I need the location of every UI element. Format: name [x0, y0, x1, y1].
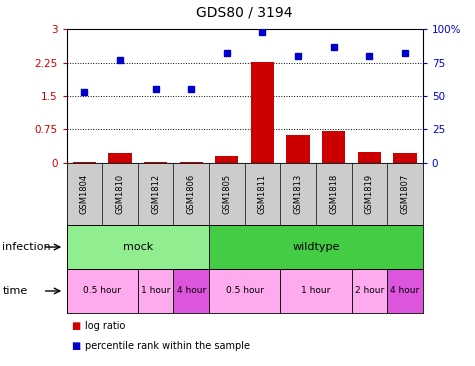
- Bar: [73, 161, 96, 163]
- Text: GSM1806: GSM1806: [187, 174, 196, 214]
- Text: GSM1811: GSM1811: [258, 174, 267, 214]
- Bar: [180, 161, 203, 163]
- Text: GSM1819: GSM1819: [365, 174, 374, 214]
- Text: 1 hour: 1 hour: [301, 287, 331, 295]
- Bar: [286, 135, 310, 163]
- Bar: [66, 269, 138, 313]
- Bar: [108, 153, 132, 163]
- Bar: [393, 153, 417, 163]
- Text: infection: infection: [2, 242, 51, 252]
- Bar: [280, 269, 352, 313]
- Text: GSM1812: GSM1812: [151, 174, 160, 214]
- Bar: [352, 269, 387, 313]
- Bar: [66, 225, 209, 269]
- Bar: [173, 269, 209, 313]
- Text: GDS80 / 3194: GDS80 / 3194: [196, 6, 293, 20]
- Text: 4 hour: 4 hour: [177, 287, 206, 295]
- Text: ■: ■: [71, 321, 80, 331]
- Bar: [144, 162, 167, 163]
- Bar: [209, 225, 423, 269]
- Text: GSM1807: GSM1807: [400, 174, 409, 214]
- Text: GSM1810: GSM1810: [115, 174, 124, 214]
- Text: 0.5 hour: 0.5 hour: [226, 287, 264, 295]
- Text: GSM1805: GSM1805: [222, 174, 231, 214]
- Text: wildtype: wildtype: [292, 242, 340, 252]
- Text: GSM1813: GSM1813: [294, 174, 303, 214]
- Text: percentile rank within the sample: percentile rank within the sample: [85, 341, 249, 351]
- Text: 1 hour: 1 hour: [141, 287, 170, 295]
- Text: log ratio: log ratio: [85, 321, 125, 331]
- Text: GSM1804: GSM1804: [80, 174, 89, 214]
- Bar: [358, 152, 381, 163]
- Text: GSM1818: GSM1818: [329, 174, 338, 214]
- Bar: [387, 269, 423, 313]
- Bar: [209, 269, 280, 313]
- Bar: [215, 156, 238, 163]
- Text: 2 hour: 2 hour: [355, 287, 384, 295]
- Text: 0.5 hour: 0.5 hour: [83, 287, 121, 295]
- Text: time: time: [2, 286, 28, 296]
- Bar: [251, 62, 274, 163]
- Bar: [138, 269, 173, 313]
- Text: 4 hour: 4 hour: [390, 287, 419, 295]
- Text: ■: ■: [71, 341, 80, 351]
- Text: mock: mock: [123, 242, 153, 252]
- Bar: [322, 131, 345, 163]
